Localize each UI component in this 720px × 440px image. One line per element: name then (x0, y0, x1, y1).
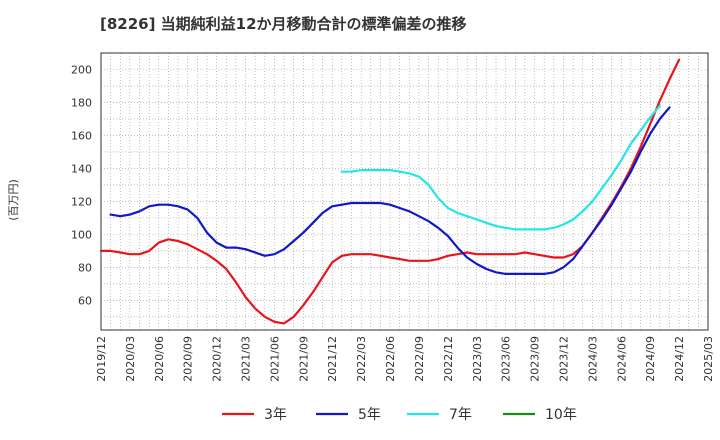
x-tick-label: 2024/03 (586, 336, 599, 382)
legend-label-2: 5年 (358, 407, 381, 423)
x-tick-label: 2021/12 (326, 336, 339, 382)
x-tick-label: 2025/03 (702, 336, 715, 382)
y-tick-label: 60 (78, 294, 92, 307)
x-tick-label: 2024/09 (644, 336, 657, 382)
y-tick-label: 200 (71, 63, 92, 76)
y-tick-label: 120 (71, 195, 92, 208)
x-tick-label: 2023/09 (529, 336, 542, 382)
series-line-3 (340, 104, 661, 231)
legend: 3年 5年 7年 10年 (222, 407, 577, 423)
y-tick-label: 160 (71, 129, 92, 142)
y-tick-label: 100 (71, 228, 92, 241)
y-axis-ticks: 60 80 100 120 140 160 180 200 (71, 63, 92, 307)
legend-label-4: 10年 (545, 407, 577, 423)
chart-title: [8226] 当期純利益12か月移動合計の標準偏差の推移 (100, 15, 467, 33)
legend-label-3: 7年 (449, 407, 472, 423)
series-line-2 (109, 106, 671, 275)
x-tick-label: 2022/06 (384, 336, 397, 382)
x-tick-label: 2023/12 (557, 336, 570, 382)
x-tick-label: 2024/12 (673, 336, 686, 382)
y-tick-label: 140 (71, 162, 92, 175)
x-tick-label: 2023/03 (471, 336, 484, 382)
x-tick-label: 2020/06 (153, 336, 166, 382)
grid-lines (100, 52, 709, 330)
x-tick-label: 2023/06 (500, 336, 513, 382)
legend-label-1: 3年 (264, 407, 287, 423)
x-tick-label: 2019/12 (95, 336, 108, 382)
series-lines (99, 58, 681, 325)
x-axis-ticks: 2019/12 2020/03 2020/06 2020/09 2020/12 2021/… (95, 336, 715, 382)
y-axis-label: (百万円) (7, 179, 20, 221)
y-tick-label: 180 (71, 96, 92, 109)
y-tick-label: 80 (78, 261, 92, 274)
x-tick-label: 2022/12 (442, 336, 455, 382)
x-tick-label: 2020/03 (124, 336, 137, 382)
x-tick-label: 2024/06 (615, 336, 628, 382)
plot-area (100, 52, 709, 331)
x-tick-label: 2022/03 (355, 336, 368, 382)
x-tick-label: 2021/03 (240, 336, 253, 382)
x-tick-label: 2020/09 (182, 336, 195, 382)
x-tick-label: 2020/12 (211, 336, 224, 382)
x-tick-label: 2021/06 (268, 336, 281, 382)
x-tick-label: 2022/09 (413, 336, 426, 382)
x-tick-label: 2021/09 (297, 336, 310, 382)
